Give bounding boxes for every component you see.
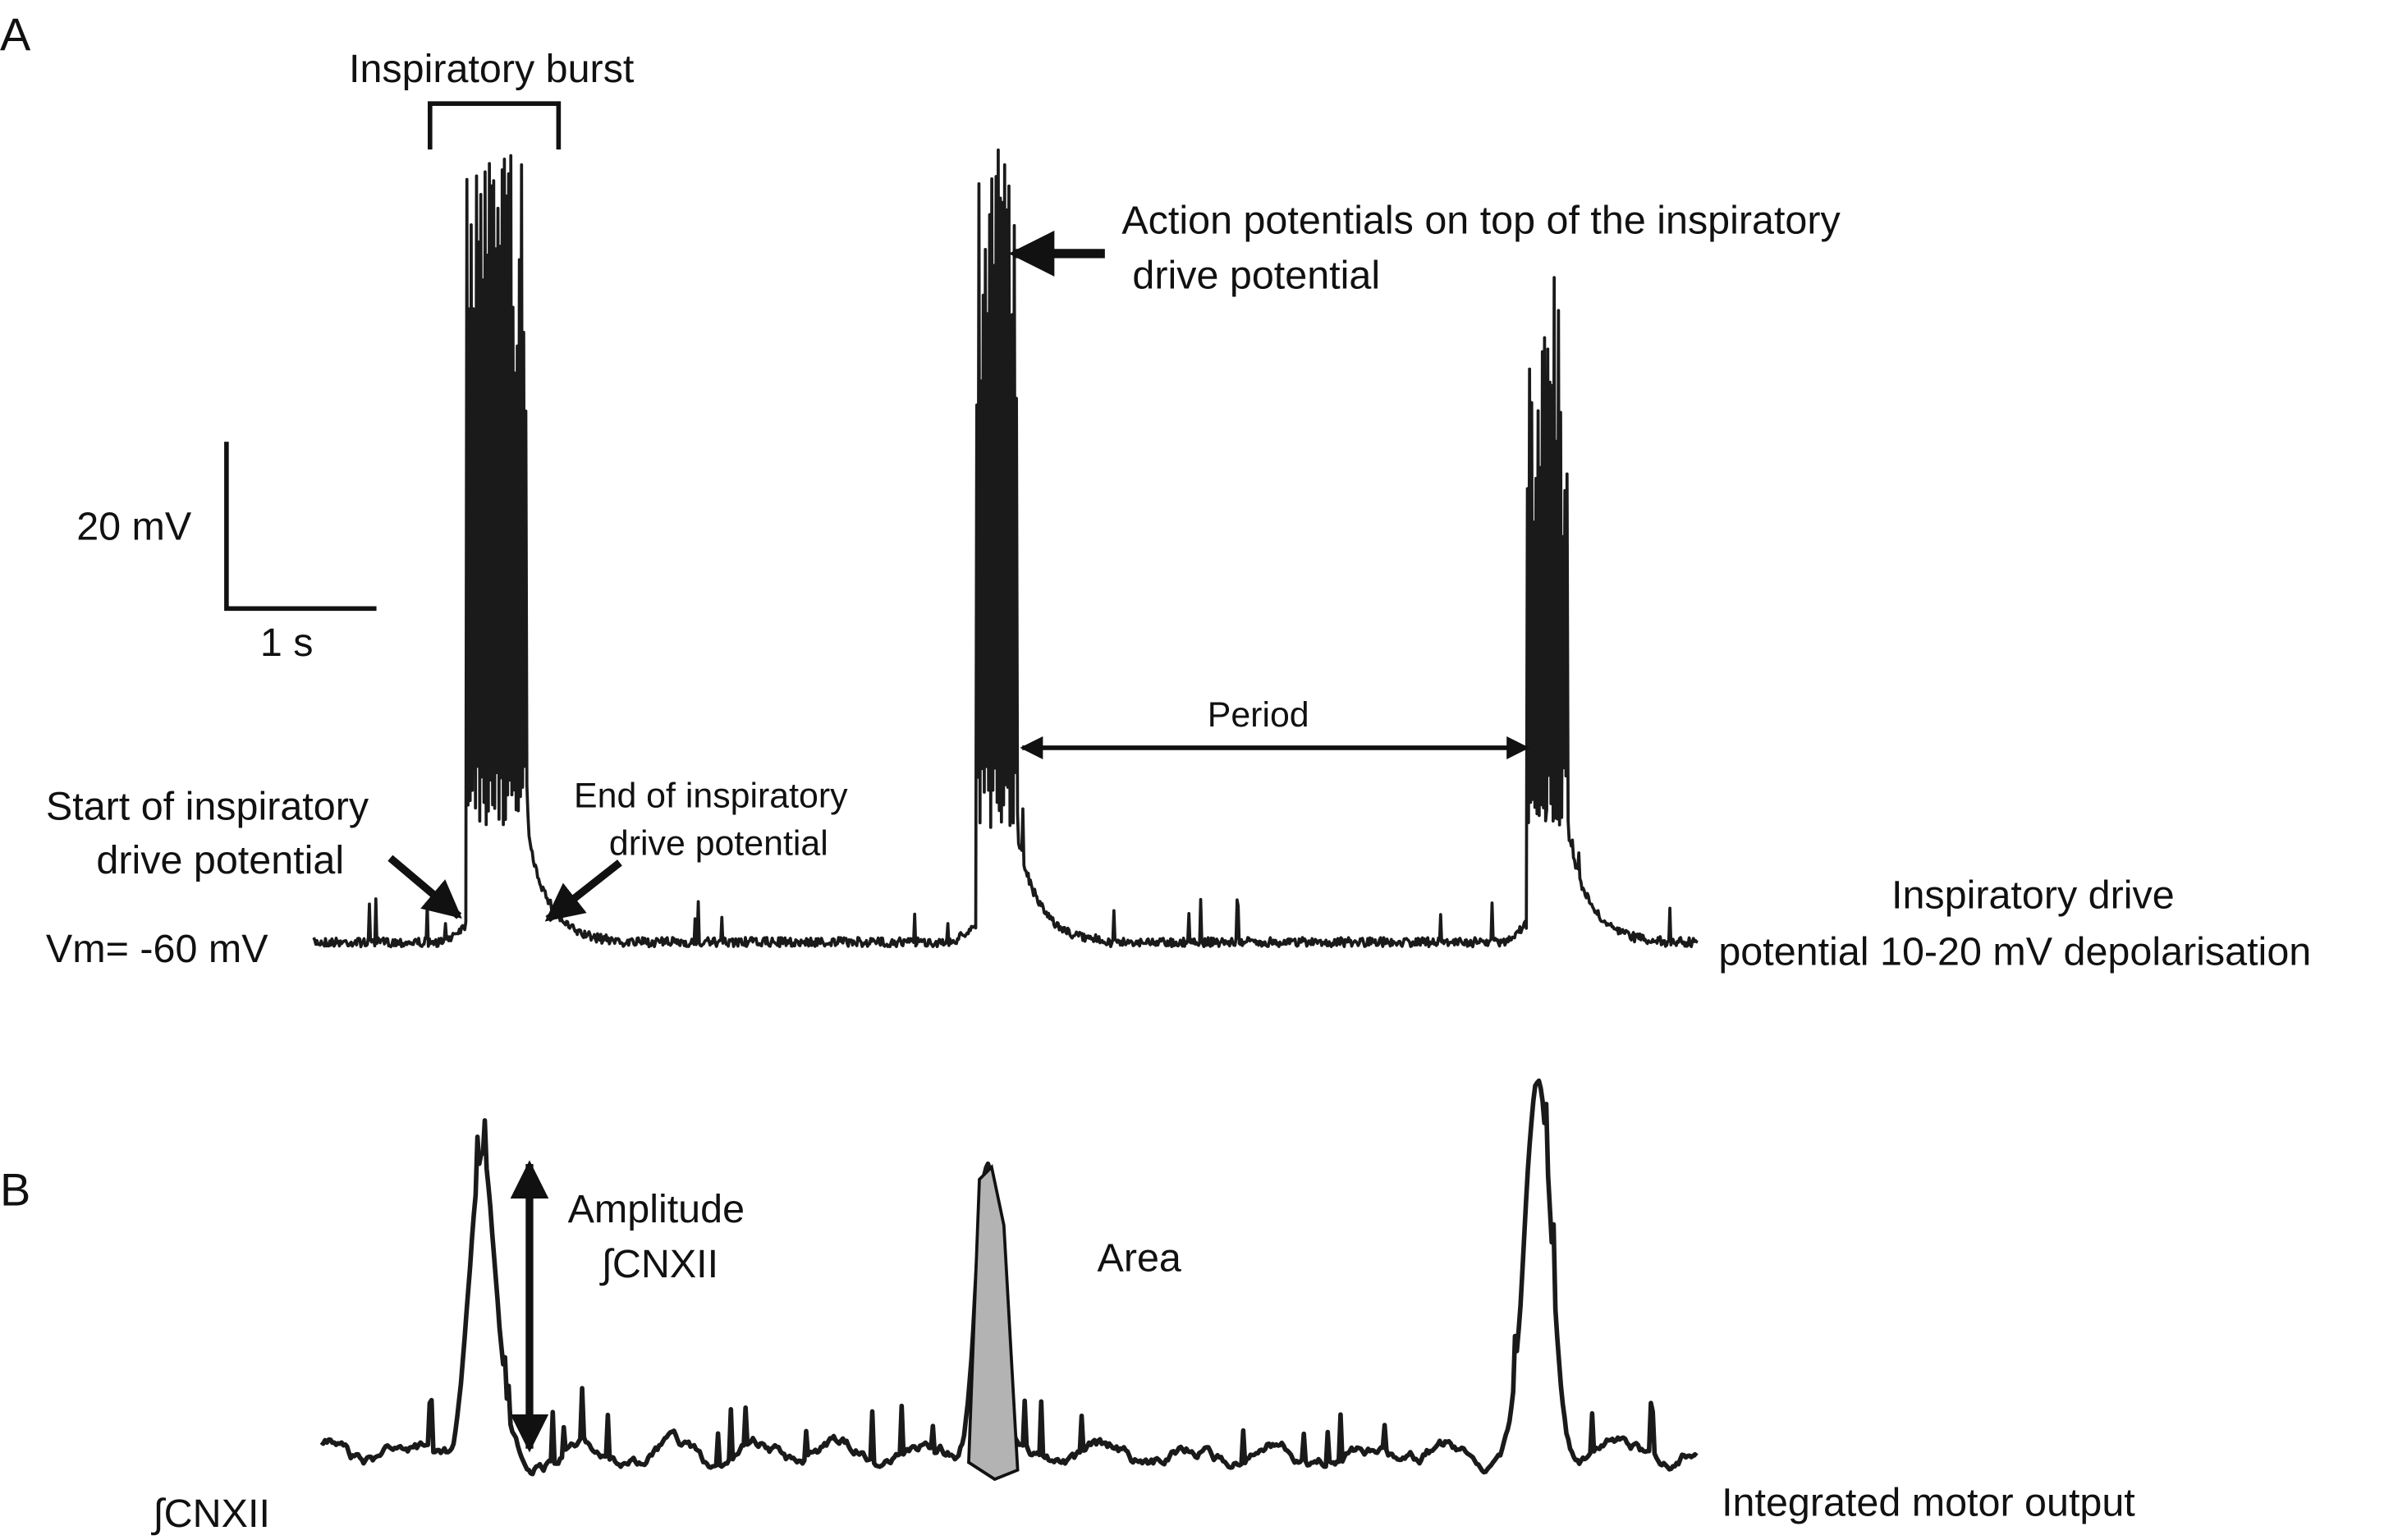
vm-label: Vm= -60 mV	[46, 927, 268, 971]
period-label: Period	[1208, 695, 1309, 735]
start-arrow	[387, 855, 462, 919]
ap-label-line2: drive potential	[1132, 254, 1380, 298]
burst-bracket	[428, 101, 562, 150]
start-label-line1: Start of inspiratory	[46, 785, 369, 829]
scale-bar	[224, 442, 377, 612]
area-label: Area	[1098, 1235, 1181, 1280]
scale-time-label: 1 s	[260, 621, 314, 665]
panel-a-trace	[312, 148, 1699, 949]
end-arrow	[544, 859, 622, 923]
end-label-line1: End of inspiratory	[574, 777, 848, 816]
end-label-line2: drive potential	[609, 823, 828, 863]
panel-a-label: A	[0, 8, 31, 60]
ap-label-line1: Action potentials on top of the inspirat…	[1121, 199, 1841, 243]
drive-label-line1: Inspiratory drive	[1891, 873, 2175, 918]
scale-voltage-label: 20 mV	[76, 504, 192, 548]
amplitude-label-line1: Amplitude	[568, 1187, 745, 1231]
drive-label-line2: potential 10-20 mV depolarisation	[1718, 930, 2311, 974]
area-shading	[967, 1163, 1020, 1482]
amplitude-label-line2: ∫CNXII	[599, 1242, 719, 1286]
panel-b-label: B	[0, 1163, 30, 1215]
start-label-line2: drive potential	[96, 838, 344, 882]
cnxii-label: ∫CNXII	[150, 1492, 270, 1536]
membrane-potential-trace	[312, 148, 1699, 949]
burst-label: Inspiratory burst	[349, 47, 635, 91]
output-label: Integrated motor output	[1722, 1481, 2135, 1525]
